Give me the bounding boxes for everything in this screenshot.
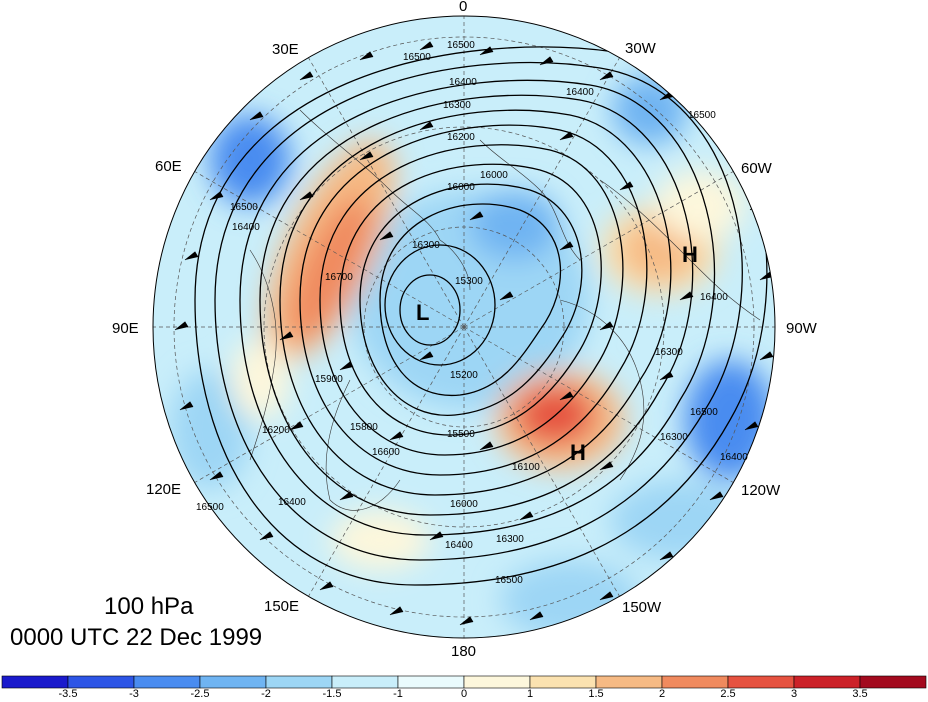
colorbar-swatch bbox=[331, 675, 399, 689]
colorbar-tick-label: -2 bbox=[261, 688, 271, 700]
colorbar-swatch bbox=[199, 675, 267, 689]
colorbar-swatch bbox=[859, 675, 927, 689]
contour-label: 16400 bbox=[566, 87, 594, 98]
colorbar-tick-label: 2 bbox=[658, 688, 666, 700]
level-caption: 100 hPa bbox=[104, 593, 194, 620]
high-center-label-pacific: H bbox=[570, 440, 586, 465]
contour-label: 16400 bbox=[445, 540, 473, 551]
colorbar-tick-label: -3.5 bbox=[58, 688, 78, 700]
colorbar-tick-label: 1 bbox=[526, 688, 534, 700]
contour-label: 15200 bbox=[450, 370, 478, 381]
colorbar-tick-label: -3 bbox=[129, 688, 139, 700]
contour-label: 16500 bbox=[688, 110, 716, 121]
contour-label: 16200 bbox=[262, 425, 290, 436]
contour-label: 15300 bbox=[455, 276, 483, 287]
contour-label: 15900 bbox=[315, 374, 343, 385]
lon-label-150e: 150E bbox=[264, 598, 300, 615]
contour-label: 16400 bbox=[278, 497, 306, 508]
colorbar-swatch bbox=[133, 675, 201, 689]
high-center-label-atlantic: H bbox=[682, 242, 698, 267]
contour-label: 16000 bbox=[447, 182, 475, 193]
colorbar-swatch bbox=[67, 675, 135, 689]
pressure-centers: L H H bbox=[416, 242, 698, 465]
contour-label: 16400 bbox=[449, 77, 477, 88]
contour-label: 16300 bbox=[660, 432, 688, 443]
colorbar-swatch bbox=[463, 675, 531, 689]
colorbar-swatch bbox=[529, 675, 597, 689]
contour-label: 16000 bbox=[480, 170, 508, 181]
map-boundary bbox=[152, 15, 776, 639]
colorbar-tick-label: 2.5 bbox=[720, 688, 736, 700]
colorbar-swatch bbox=[661, 675, 729, 689]
colorbar bbox=[1, 675, 927, 689]
colorbar-swatch bbox=[727, 675, 795, 689]
lon-label-120e: 120E bbox=[146, 481, 182, 498]
contour-labels: 16500 16500 16400 16300 16200 16000 16300 16400… bbox=[196, 40, 748, 586]
lon-label-90e: 90E bbox=[112, 320, 139, 337]
colorbar-swatch bbox=[1, 675, 69, 689]
contour-label: 16000 bbox=[450, 499, 478, 510]
contour-label: 16500 bbox=[403, 52, 431, 63]
contour-label: 16400 bbox=[720, 452, 748, 463]
contour-label: 16300 bbox=[443, 100, 471, 111]
colorbar-tick-label: 3 bbox=[790, 688, 798, 700]
wind-barbs bbox=[174, 41, 774, 626]
lon-label-120w: 120W bbox=[741, 482, 781, 499]
time-caption: 0000 UTC 22 Dec 1999 bbox=[10, 624, 263, 651]
colorbar-tick-label: 3.5 bbox=[852, 688, 868, 700]
contour-label: 16100 bbox=[512, 462, 540, 473]
contour-label: 16600 bbox=[372, 447, 400, 458]
height-contours bbox=[194, 46, 768, 586]
lon-label-90w: 90W bbox=[786, 320, 817, 337]
colorbar-swatch bbox=[397, 675, 465, 689]
lon-label-60e: 60E bbox=[155, 158, 182, 175]
contour-label: 15500 bbox=[447, 429, 475, 440]
colorbar-swatch bbox=[595, 675, 663, 689]
lon-label-180: 180 bbox=[451, 643, 477, 660]
grid-lines bbox=[153, 16, 775, 638]
contour-label: 16200 bbox=[447, 132, 475, 143]
lon-label-30e: 30E bbox=[272, 41, 299, 58]
contour-label: 16400 bbox=[700, 292, 728, 303]
contour-label: 15800 bbox=[350, 422, 378, 433]
contour-label: 16500 bbox=[447, 40, 475, 51]
contour-label: 16300 bbox=[655, 347, 683, 358]
contour-label: 16500 bbox=[690, 407, 718, 418]
contour-label: 16300 bbox=[412, 240, 440, 251]
colorbar-tick-label: 1.5 bbox=[588, 688, 604, 700]
lon-label-60w: 60W bbox=[741, 160, 772, 177]
lon-label-30w: 30W bbox=[625, 40, 656, 57]
contour-label: 16700 bbox=[325, 272, 353, 283]
lon-label-0: 0 bbox=[459, 0, 468, 15]
colorbar-tick-label: -1 bbox=[393, 688, 403, 700]
colorbar-tick-label: -1.5 bbox=[322, 688, 342, 700]
contour-label: 16300 bbox=[496, 534, 524, 545]
contour-label: 16500 bbox=[230, 202, 258, 213]
colorbar-swatch bbox=[265, 675, 333, 689]
contour-label: 16500 bbox=[495, 575, 523, 586]
colorbar-tick-label: -2.5 bbox=[190, 688, 210, 700]
colorbar-tick-label: 0 bbox=[460, 688, 468, 700]
shaded-anomaly-field bbox=[153, 16, 775, 638]
contour-label: 16500 bbox=[196, 502, 224, 513]
colorbar-swatch bbox=[793, 675, 861, 689]
lon-label-150w: 150W bbox=[622, 599, 662, 616]
low-center-label: L bbox=[416, 300, 429, 325]
contour-label: 16400 bbox=[232, 222, 260, 233]
